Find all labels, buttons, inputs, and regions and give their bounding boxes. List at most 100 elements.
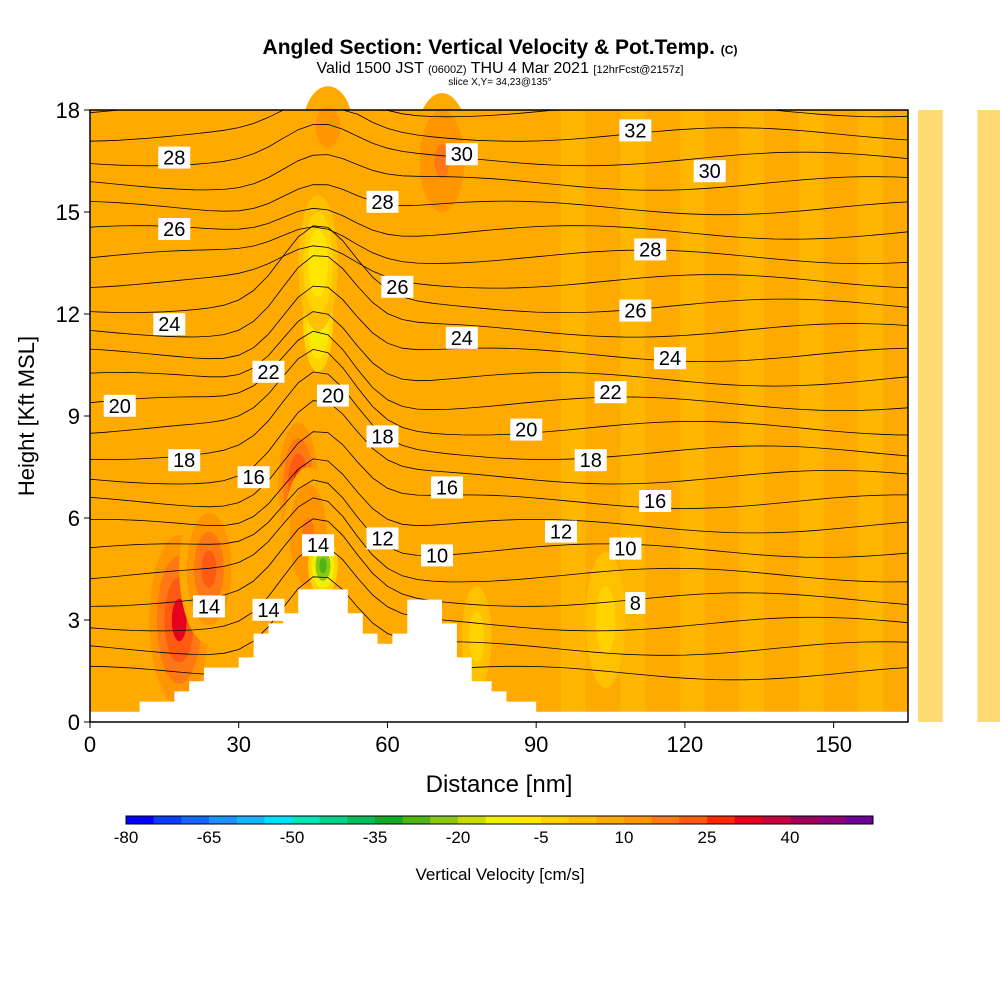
colorbar-swatch bbox=[375, 816, 404, 824]
y-axis-label: Height [Kft MSL] bbox=[14, 336, 39, 496]
colorbar-swatch bbox=[126, 816, 155, 824]
contour-label: 20 bbox=[109, 396, 131, 418]
isentrope-line bbox=[89, 285, 909, 363]
field-band bbox=[798, 110, 824, 722]
isentrope-line bbox=[89, 255, 909, 338]
contour-label-box bbox=[366, 190, 399, 213]
contour-label-box bbox=[366, 425, 399, 448]
colorbar-tick-label: -5 bbox=[533, 828, 548, 847]
contour-label-box bbox=[634, 238, 667, 261]
isentrope-line bbox=[89, 371, 909, 460]
contour-label: 30 bbox=[451, 144, 473, 166]
y-tick-label: 9 bbox=[68, 404, 80, 429]
contour-label: 24 bbox=[451, 328, 473, 350]
colorbar: -80 -65 -50 -35 -20 -5 10 25 40 Vertical Velocity… bbox=[114, 815, 874, 884]
contour-label-box bbox=[693, 160, 726, 183]
isentrope-line bbox=[89, 245, 909, 289]
contour-label-box bbox=[594, 381, 627, 404]
contour-label-box bbox=[153, 313, 186, 336]
colorbar-tick-label: 10 bbox=[615, 828, 634, 847]
y-tick-label: 18 bbox=[56, 98, 80, 123]
wind-feature-8 bbox=[321, 116, 335, 138]
contour-label: 22 bbox=[257, 362, 279, 384]
field-band bbox=[858, 110, 884, 722]
isentrope-line bbox=[89, 207, 909, 240]
contour-label: 30 bbox=[699, 161, 721, 183]
wind-feature-1 bbox=[201, 550, 217, 588]
colorbar-swatch bbox=[402, 816, 431, 824]
contour-label: 26 bbox=[386, 277, 408, 299]
contour-label-box bbox=[158, 146, 191, 169]
colorbar-swatch bbox=[264, 816, 293, 824]
isentrope-line bbox=[89, 330, 909, 411]
x-tick-label: 0 bbox=[84, 732, 96, 757]
isentrope-line bbox=[89, 518, 909, 607]
isentropes bbox=[89, 109, 909, 681]
isentrope-line bbox=[89, 226, 909, 265]
x-tick-label: 120 bbox=[667, 732, 704, 757]
wind-feature-7 bbox=[434, 144, 450, 178]
contour-label-box bbox=[302, 534, 335, 557]
contour-label: 32 bbox=[624, 120, 646, 142]
x-tick-label: 30 bbox=[226, 732, 250, 757]
colorbar-swatch bbox=[707, 816, 736, 824]
colorbar-swatch bbox=[624, 816, 653, 824]
x-tick-label: 90 bbox=[524, 732, 548, 757]
contour-label: 16 bbox=[242, 467, 264, 489]
contour-label-box bbox=[192, 595, 225, 618]
colorbar-tick-label: -20 bbox=[446, 828, 471, 847]
contour-label: 26 bbox=[624, 301, 646, 323]
contour-label: 18 bbox=[173, 450, 195, 472]
colorbar-swatch bbox=[734, 816, 763, 824]
contour-label: 22 bbox=[599, 382, 621, 404]
contour-label: 26 bbox=[163, 219, 185, 241]
contour-label-box bbox=[252, 360, 285, 383]
isentrope-line bbox=[89, 311, 909, 387]
isentrope-line bbox=[89, 479, 909, 558]
contour-label: 18 bbox=[371, 426, 393, 448]
colorbar-swatch bbox=[181, 816, 210, 824]
contour-label-box bbox=[574, 449, 607, 472]
colorbar-swatch bbox=[513, 816, 542, 824]
contour-label-box bbox=[445, 326, 478, 349]
field-band bbox=[977, 110, 1000, 722]
colorbar-swatch bbox=[292, 816, 321, 824]
contour-label: 10 bbox=[614, 539, 636, 561]
contour-label: 20 bbox=[515, 420, 537, 442]
colorbar-swatch bbox=[458, 816, 487, 824]
isentrope-line bbox=[89, 400, 909, 485]
colorbar-swatch bbox=[236, 816, 265, 824]
isentrope-line bbox=[89, 497, 909, 583]
axes: 0 30 60 90 120 150 0 3 6 9 12 15 18 Distance [nm] Heig… bbox=[14, 98, 852, 798]
contour-label-box bbox=[316, 384, 349, 407]
isentrope-line bbox=[89, 545, 909, 632]
contour-label-box bbox=[654, 347, 687, 370]
contour-label-box bbox=[252, 598, 285, 621]
colorbar-tick-label: 40 bbox=[781, 828, 800, 847]
contour-label: 28 bbox=[639, 239, 661, 261]
contour-label: 14 bbox=[198, 596, 220, 618]
chart-subtitle: Valid 1500 JST (0600Z) THU 4 Mar 2021 [1… bbox=[316, 60, 684, 77]
contour-label: 16 bbox=[436, 477, 458, 499]
contour-label-box bbox=[366, 527, 399, 550]
colorbar-swatch bbox=[319, 816, 348, 824]
contour-label: 28 bbox=[371, 192, 393, 214]
colorbar-swatch bbox=[430, 816, 459, 824]
colorbar-swatch bbox=[679, 816, 708, 824]
y-tick-label: 6 bbox=[68, 506, 80, 531]
wind-feature-10 bbox=[472, 624, 481, 650]
contour-label-box bbox=[168, 449, 201, 472]
slice-info: slice X,Y= 34,23@135° bbox=[448, 77, 552, 88]
isentrope-line bbox=[89, 184, 909, 216]
isentrope-line bbox=[89, 123, 909, 167]
colorbar-swatch bbox=[209, 816, 238, 824]
x-axis-label: Distance [nm] bbox=[426, 771, 573, 798]
terrain bbox=[90, 589, 908, 722]
contour-label: 24 bbox=[158, 314, 180, 336]
contour-label: 16 bbox=[644, 491, 666, 513]
y-tick-label: 0 bbox=[68, 710, 80, 735]
contour-label-box bbox=[158, 218, 191, 240]
y-tick-label: 12 bbox=[56, 302, 80, 327]
contour-label: 12 bbox=[371, 528, 393, 550]
